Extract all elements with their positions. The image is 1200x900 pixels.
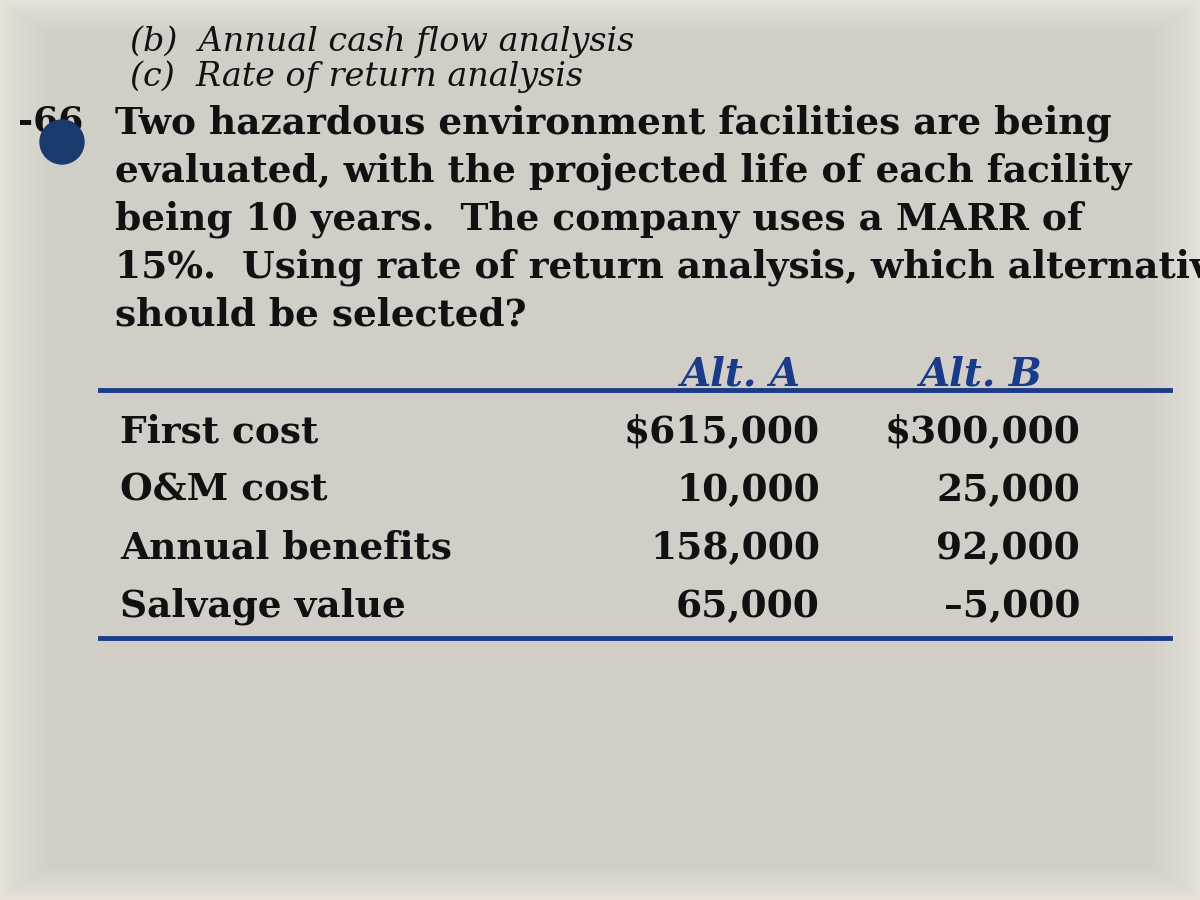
Text: should be selected?: should be selected? [115, 296, 527, 333]
Text: O&M cost: O&M cost [120, 472, 328, 508]
Text: being 10 years.  The company uses a MARR of: being 10 years. The company uses a MARR … [115, 200, 1084, 238]
Text: $300,000: $300,000 [884, 413, 1080, 451]
Text: $615,000: $615,000 [624, 413, 820, 451]
Text: (c)  Rate of return analysis: (c) Rate of return analysis [130, 60, 583, 93]
Text: evaluated, with the projected life of each facility: evaluated, with the projected life of ea… [115, 152, 1132, 190]
Text: 25,000: 25,000 [936, 472, 1080, 508]
Text: First cost: First cost [120, 413, 318, 451]
Text: 15%.  Using rate of return analysis, which alternative: 15%. Using rate of return analysis, whic… [115, 248, 1200, 285]
Text: Alt. A: Alt. A [680, 355, 800, 393]
Text: (b)  Annual cash flow analysis: (b) Annual cash flow analysis [130, 25, 635, 58]
Text: 92,000: 92,000 [936, 529, 1080, 566]
Circle shape [40, 120, 84, 164]
Text: Two hazardous environment facilities are being: Two hazardous environment facilities are… [115, 105, 1111, 142]
Text: 65,000: 65,000 [676, 588, 820, 625]
Text: -66: -66 [18, 105, 83, 139]
Text: 158,000: 158,000 [650, 529, 820, 566]
Text: 10,000: 10,000 [677, 472, 820, 508]
Text: –5,000: –5,000 [943, 588, 1080, 625]
Text: Alt. B: Alt. B [919, 355, 1042, 393]
Text: Salvage value: Salvage value [120, 588, 406, 625]
Text: Annual benefits: Annual benefits [120, 529, 452, 566]
